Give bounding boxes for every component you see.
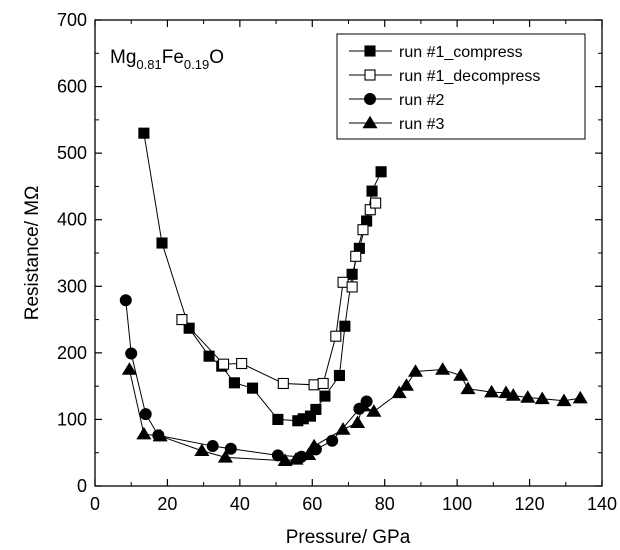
data-point [203,350,215,362]
legend-label: run #3 [399,116,444,133]
data-point [272,413,284,425]
legend-item: run #1_compress [349,44,523,61]
data-point [460,381,476,395]
data-point [534,391,550,405]
data-point [138,127,150,139]
data-point [152,428,168,442]
x-tick-label: 20 [157,494,177,514]
legend-label: run #1_compress [399,44,523,61]
data-point [357,224,369,236]
data-point [330,330,342,342]
series-2 [176,197,382,391]
data-point [366,404,382,417]
data-point [435,362,451,375]
data-point [350,250,362,262]
data-point [119,294,132,307]
x-tick-label: 140 [587,494,617,514]
legend-marker [364,93,376,105]
data-point [317,377,329,390]
data-point [370,197,382,209]
legend-label: run #2 [399,92,444,109]
data-point [337,276,349,288]
series-line [128,368,581,462]
axis-ticks: 0 20 40 60 80 100 120 140 0 100 200 300 400 500 600 700 [57,10,617,514]
data-point [224,442,237,455]
data-point [308,379,320,391]
data-point [310,403,322,415]
data-point [206,440,219,453]
y-tick-label: 400 [57,210,87,230]
series-1 [138,127,387,427]
data-point [572,390,588,404]
y-tick-label: 600 [57,77,87,97]
data-point [121,362,137,375]
data-point [407,364,424,377]
series-layer [119,127,588,466]
data-point [156,237,168,249]
x-tick-label: 80 [375,494,395,514]
data-point [366,185,378,197]
data-point [125,347,138,360]
data-point [176,314,188,326]
data-point [194,443,210,456]
legend-item: run #1_decompress [349,68,540,85]
data-point [236,357,248,370]
x-tick-label: 0 [90,494,100,514]
data-point [306,438,322,452]
data-point [288,452,304,465]
x-tick-label: 100 [442,494,472,514]
data-point [398,378,414,391]
y-tick-label: 0 [77,476,87,496]
data-point [355,398,371,412]
data-point [217,450,233,463]
data-point [319,390,331,402]
legend-label: run #1_decompress [399,68,540,85]
y-tick-label: 500 [57,143,87,163]
legend-item: run #2 [349,92,444,109]
composition-annotation: Mg0.81Fe0.19O [110,47,224,72]
y-axis-label: Resistance/ MΩ [22,186,43,321]
data-point [301,447,317,460]
data-point [350,415,366,429]
legend-marker [364,69,376,81]
y-tick-label: 700 [57,10,87,30]
legend-marker [362,115,378,129]
x-tick-label: 120 [515,494,545,514]
data-point [520,390,536,403]
data-point [277,453,293,466]
y-tick-label: 300 [57,276,87,296]
data-point [246,382,259,394]
legend-marker [364,45,376,57]
data-point [453,368,469,381]
y-tick-label: 100 [57,409,87,429]
y-tick-label: 200 [57,343,87,363]
data-point [333,369,345,382]
data-point [339,320,351,332]
series-4 [121,362,588,466]
data-point [505,388,521,401]
x-axis-label: Pressure/ GPa [286,527,411,548]
data-point [277,377,289,390]
data-point [375,166,387,178]
data-point [346,268,358,280]
data-point [326,434,339,447]
data-point [335,422,351,435]
data-point [228,377,240,389]
data-point [218,358,230,370]
data-point [484,384,500,398]
data-point [556,393,572,407]
legend-item: run #3 [349,115,444,133]
x-tick-label: 60 [302,494,322,514]
data-point [346,281,358,293]
x-tick-label: 40 [230,494,250,514]
series-line [125,300,367,458]
data-point [391,385,407,399]
data-point [136,426,152,440]
data-point [271,449,284,462]
data-point [139,408,152,421]
data-point [183,322,195,334]
